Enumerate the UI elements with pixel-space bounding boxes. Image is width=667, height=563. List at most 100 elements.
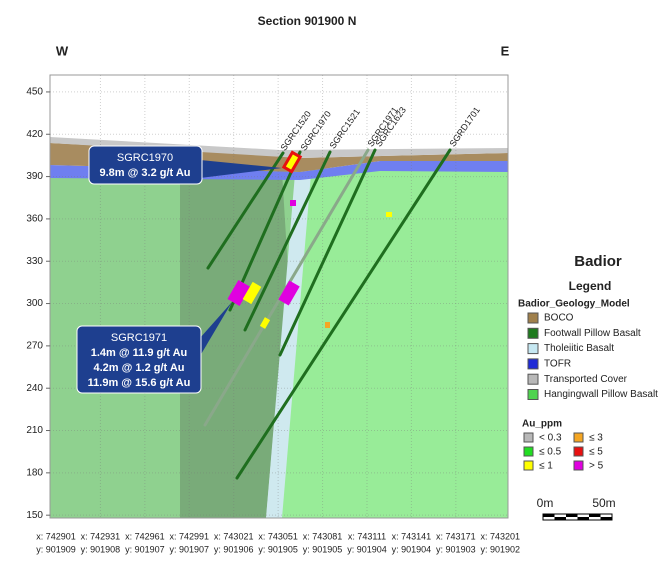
shading: [180, 172, 300, 518]
drill-hole: [206, 151, 285, 270]
scale-check: [589, 514, 601, 517]
assay-interval: [278, 280, 300, 306]
callout-line: 11.9m @ 15.6 g/t Au: [88, 377, 191, 389]
legend-items: BOCO Footwall Pillow Basalt Tholeiitic Bas…: [523, 312, 658, 472]
direction-west: W: [56, 43, 69, 58]
legend-label: ≤ 0.5: [539, 447, 562, 458]
callout: SGRC1971 1.4m @ 11.9 g/t Au 4.2m @ 1.2 g…: [76, 302, 232, 394]
cover-unit: [50, 137, 508, 158]
callout-line: 4.2m @ 1.2 g/t Au: [93, 362, 184, 374]
callout-line: 1.4m @ 11.9 g/t Au: [91, 347, 188, 359]
legend-label: TOFR: [544, 359, 571, 370]
assay-interval: [227, 279, 251, 307]
callout-title: SGRC1970: [117, 152, 173, 164]
scale-check: [554, 517, 566, 520]
legend-swatch: [527, 312, 539, 324]
y-tick-label: 450: [26, 87, 43, 98]
legend-swatch: [527, 358, 539, 370]
legend-assay: Au_ppm: [522, 419, 562, 430]
callout-box: [88, 145, 203, 185]
y-label: y: 901908: [81, 544, 121, 554]
legend-name: Badior: [574, 253, 622, 270]
y-label: y: 901902: [480, 544, 520, 554]
legend-label: BOCO: [544, 313, 574, 324]
assay-interval: [386, 212, 392, 217]
legend-swatch: [527, 373, 539, 385]
y-label: y: 901904: [392, 544, 432, 554]
y-tick-label: 150: [26, 510, 43, 521]
y-tick-label: 240: [26, 383, 43, 394]
callout-line: 9.8m @ 3.2 g/t Au: [99, 167, 190, 179]
scale-end: 50m: [592, 496, 615, 510]
legend-heading: Legend: [569, 279, 612, 293]
x-labels: x: 742901 y: 901909 x: 742931 y: 901908 x: 7…: [36, 531, 520, 554]
callout-pointer: [200, 302, 232, 356]
assay-interval: [259, 317, 271, 329]
drill-hole: [278, 148, 377, 357]
callout: SGRC1970 9.8m @ 3.2 g/t Au: [88, 145, 282, 185]
y-label: y: 901903: [436, 544, 476, 554]
assay-interval: [242, 281, 262, 305]
y-tick-label: 330: [26, 256, 43, 267]
x-label: x: 743171: [436, 531, 476, 541]
scale-check: [543, 514, 555, 517]
x-label: x: 743141: [392, 531, 432, 541]
scale-check: [600, 517, 612, 520]
legend: Badior Legend Badior_Geology_Model Au_pp…: [518, 253, 658, 472]
legend-swatch: [573, 446, 584, 457]
x-label: x: 743021: [214, 531, 254, 541]
callout-box: [76, 325, 202, 394]
x-label: x: 743051: [258, 531, 298, 541]
legend-swatch: [523, 446, 534, 457]
geology: [50, 75, 508, 518]
legend-swatch: [527, 389, 539, 400]
legend-label: ≤ 5: [589, 447, 603, 458]
x-label: x: 743081: [303, 531, 343, 541]
legend-swatch: [523, 432, 534, 443]
legend-label: Footwall Pillow Basalt: [544, 328, 641, 339]
assay-interval: [325, 322, 330, 328]
legend-label: ≤ 3: [589, 433, 603, 444]
hangingwall-unit: [280, 168, 508, 518]
drill-holes: [203, 148, 452, 480]
scale-bar: 0m 50m: [537, 496, 616, 521]
x-label: x: 742991: [170, 531, 210, 541]
y-label: y: 901909: [36, 544, 76, 554]
y-tick-label: 300: [26, 298, 43, 309]
y-label: y: 901904: [347, 544, 387, 554]
assay-interval: [285, 154, 299, 170]
legend-swatch: [527, 343, 539, 355]
x-label: x: 742931: [81, 531, 121, 541]
callout-pointer: [200, 160, 282, 178]
scale-start: 0m: [537, 496, 554, 510]
legend-swatch: [573, 432, 584, 443]
drill-hole: [235, 148, 452, 480]
y-label: y: 901905: [303, 544, 343, 554]
scale-check: [566, 514, 578, 517]
y-tick-label: 270: [26, 341, 43, 352]
legend-label: < 0.3: [539, 433, 562, 444]
legend-swatch: [523, 460, 534, 471]
callout-title: SGRC1971: [111, 332, 167, 344]
legend-label: Hangingwall Pillow Basalt: [544, 389, 658, 400]
tholeiitic-unit: [266, 162, 312, 518]
x-label: x: 743201: [480, 531, 520, 541]
title: Section 901900 N: [258, 14, 357, 28]
y-tick-label: 420: [26, 129, 43, 140]
drill-hole: [243, 150, 332, 332]
x-label: x: 743111: [348, 531, 386, 541]
legend-swatch: [573, 460, 584, 471]
y-tick-label: 180: [26, 467, 43, 478]
legend-label: Tholeiitic Basalt: [544, 343, 614, 354]
y-tick-label: 390: [26, 171, 43, 182]
plot-frame: [49, 74, 509, 519]
direction-east: E: [501, 43, 510, 58]
legend-label: ≤ 1: [539, 461, 553, 472]
x-label: x: 742901: [36, 531, 76, 541]
y-label: y: 901905: [258, 544, 298, 554]
y-tick-label: 210: [26, 425, 43, 436]
y-tick-label: 360: [26, 214, 43, 225]
legend-model: Badior_Geology_Model: [518, 299, 630, 310]
legend-swatch: [527, 327, 539, 339]
